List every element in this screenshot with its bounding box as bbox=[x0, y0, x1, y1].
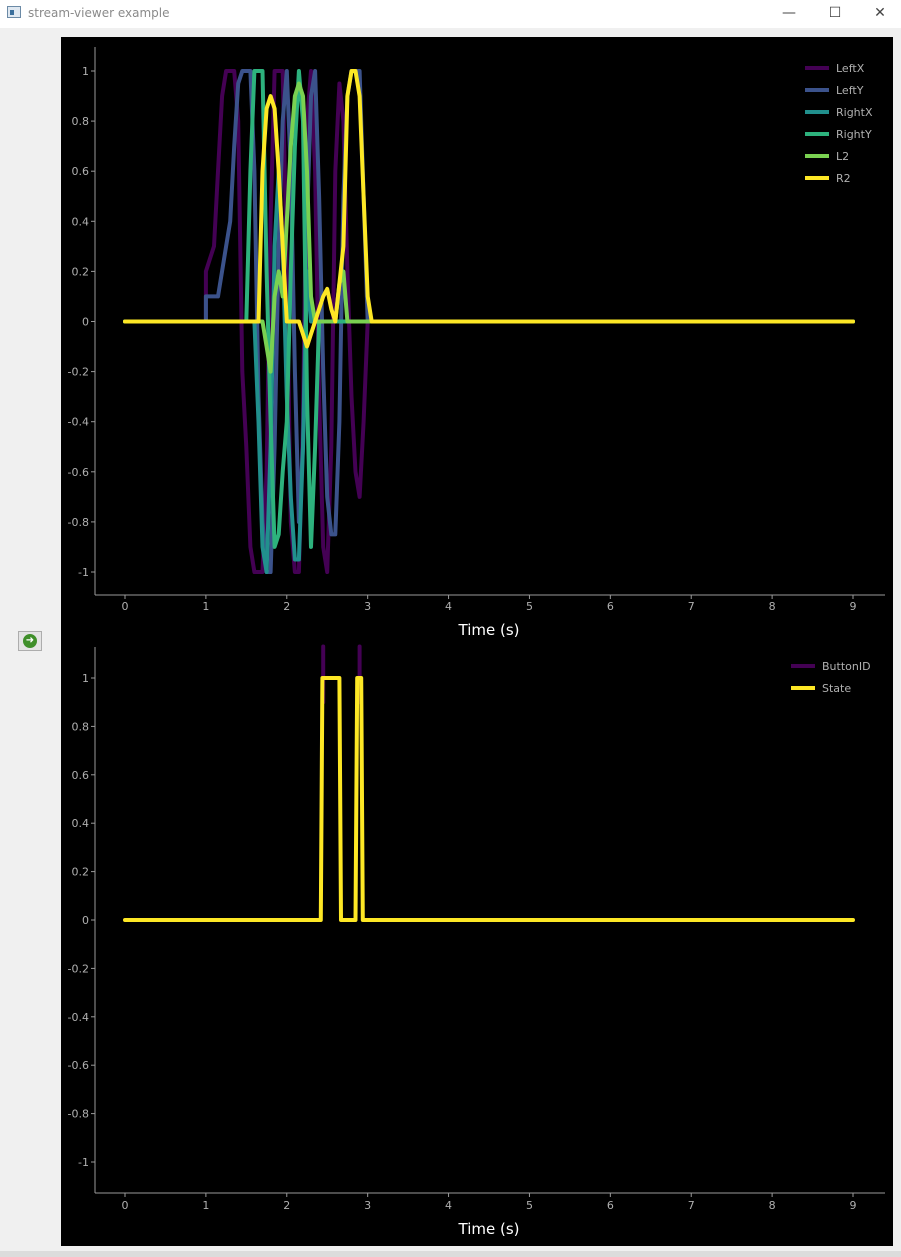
controller-buttons-chart: 1 0.8 0.6 0.4 0.2 0 -0.2 -0.4 -0.6 -0.8 -1 0 1 2 3 4 5 6 7… bbox=[68, 644, 885, 1238]
y-tick-label: 1 bbox=[82, 65, 89, 78]
x-tick-label: 1 bbox=[202, 1199, 209, 1212]
legend-label-l2: L2 bbox=[836, 150, 849, 163]
legend-label-buttonid: ButtonID bbox=[822, 660, 871, 673]
plot-area: 1 0.8 0.6 0.4 0.2 0 -0.2 -0.4 -0.6 -0.8 -1 0 1 2 3 4 5 6 7… bbox=[61, 37, 893, 1246]
x-tick-label: 4 bbox=[445, 1199, 452, 1212]
y-tick-label: -0.6 bbox=[68, 466, 89, 479]
y-tick-label: -1 bbox=[78, 1156, 89, 1169]
x-axis-label: Time (s) bbox=[458, 621, 520, 637]
x-tick-label: 5 bbox=[526, 600, 533, 613]
controller-axes-chart: 1 0.8 0.6 0.4 0.2 0 -0.2 -0.4 -0.6 -0.8 -1 0 1 2 3 4 5 6 7… bbox=[68, 47, 885, 637]
y-tick-label: 0.4 bbox=[72, 817, 90, 830]
y-tick-label: -0.4 bbox=[68, 416, 89, 429]
y-tick-label: -0.6 bbox=[68, 1059, 89, 1072]
x-tick-label: 4 bbox=[445, 600, 452, 613]
series-line-rightx bbox=[123, 169, 855, 574]
series-line-r2 bbox=[123, 69, 855, 349]
x-tick-label: 3 bbox=[364, 600, 371, 613]
y-tick-label: 0 bbox=[82, 316, 89, 329]
y-tick-label: 0.8 bbox=[72, 720, 90, 733]
y-tick-label: -0.8 bbox=[68, 516, 89, 529]
x-tick-label: 6 bbox=[607, 1199, 614, 1212]
legend-label-lefty: LeftY bbox=[836, 84, 864, 97]
y-tick-label: 0.2 bbox=[72, 866, 90, 879]
y-tick-label: 0.6 bbox=[72, 769, 90, 782]
x-tick-label: 2 bbox=[283, 600, 290, 613]
title-bar: stream-viewer example — ☐ ✕ bbox=[0, 0, 901, 28]
x-tick-label: 2 bbox=[283, 1199, 290, 1212]
x-tick-label: 9 bbox=[850, 600, 857, 613]
x-tick-label: 8 bbox=[769, 600, 776, 613]
y-tick-label: 1 bbox=[82, 672, 89, 685]
window-bottom-border bbox=[0, 1251, 901, 1257]
legend-label-rightx: RightX bbox=[836, 106, 873, 119]
x-tick-label: 7 bbox=[688, 600, 695, 613]
x-tick-label: 5 bbox=[526, 1199, 533, 1212]
x-tick-label: 6 bbox=[607, 600, 614, 613]
legend-label-state: State bbox=[822, 682, 851, 695]
y-tick-label: -0.4 bbox=[68, 1011, 89, 1024]
x-tick-label: 1 bbox=[202, 600, 209, 613]
series-line-state bbox=[123, 676, 855, 922]
x-axis-label: Time (s) bbox=[458, 1220, 520, 1238]
y-tick-label: 0 bbox=[82, 914, 89, 927]
legend-label-r2: R2 bbox=[836, 172, 851, 185]
y-tick-label: 0.2 bbox=[72, 265, 90, 278]
y-tick-label: 0.8 bbox=[72, 115, 90, 128]
y-tick-label: -1 bbox=[78, 566, 89, 579]
y-tick-label: -0.8 bbox=[68, 1108, 89, 1121]
x-tick-label: 0 bbox=[122, 1199, 129, 1212]
x-tick-label: 0 bbox=[122, 600, 129, 613]
y-tick-label: -0.2 bbox=[68, 366, 89, 379]
y-tick-label: -0.2 bbox=[68, 962, 89, 975]
series-line-righty bbox=[123, 69, 855, 549]
x-tick-label: 7 bbox=[688, 1199, 695, 1212]
legend-label-righty: RightY bbox=[836, 128, 872, 141]
window-title: stream-viewer example bbox=[28, 6, 170, 20]
legend-label-leftx: LeftX bbox=[836, 62, 865, 75]
app-icon bbox=[7, 6, 21, 18]
maximize-button[interactable]: ☐ bbox=[828, 5, 842, 21]
y-tick-label: 0.6 bbox=[72, 165, 90, 178]
start-stream-button[interactable]: ➜ bbox=[18, 631, 42, 651]
close-button[interactable]: ✕ bbox=[874, 5, 886, 21]
x-tick-label: 3 bbox=[364, 1199, 371, 1212]
x-tick-label: 9 bbox=[850, 1199, 857, 1212]
minimize-button[interactable]: — bbox=[782, 5, 796, 21]
y-tick-label: 0.4 bbox=[72, 215, 90, 228]
arrow-right-circle-icon: ➜ bbox=[23, 634, 37, 648]
x-tick-label: 8 bbox=[769, 1199, 776, 1212]
